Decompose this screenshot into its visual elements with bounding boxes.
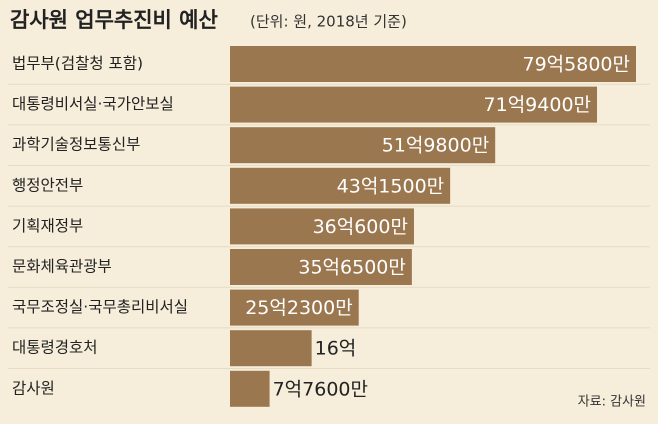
source: 자료: 감사원: [578, 395, 646, 410]
value-label: 35억6500만: [298, 257, 406, 279]
category-label: 행정안전부: [12, 176, 83, 194]
category-label: 감사원: [12, 379, 55, 397]
category-label: 법무부(검찰청 포함): [12, 55, 143, 73]
bar: [230, 330, 312, 367]
chart-title: 감사원 업무추진비 예산: [10, 8, 218, 32]
value-label: 36억600만: [313, 216, 408, 238]
category-label: 대통령비서실·국가안보실: [12, 95, 174, 113]
bar: [230, 249, 412, 285]
chart-subtitle: (단위: 원, 2018년 기준): [250, 13, 407, 31]
value-label: 71억9400만: [484, 94, 592, 116]
bar: [230, 46, 636, 82]
value-label: 25억2300만: [245, 297, 353, 319]
bar: [230, 289, 359, 326]
value-label: 43억1500만: [337, 175, 445, 197]
category-label: 대통령경호처: [12, 339, 98, 357]
bar: [230, 167, 451, 204]
value-label: 7억7600만: [273, 378, 368, 400]
category-label: 국무조정실·국무총리비서실: [12, 298, 188, 316]
category-label: 기획재정부: [12, 217, 83, 235]
bar: [230, 370, 270, 407]
bar: [230, 208, 414, 245]
value-label: 16억: [315, 338, 357, 360]
bar: [230, 127, 496, 164]
value-label: 51억9800만: [382, 135, 490, 157]
category-label: 과학기술정보통신부: [12, 136, 140, 154]
value-label: 79억5800만: [523, 54, 631, 76]
category-label: 문화체육관광부: [12, 258, 112, 276]
bar: [230, 86, 598, 123]
